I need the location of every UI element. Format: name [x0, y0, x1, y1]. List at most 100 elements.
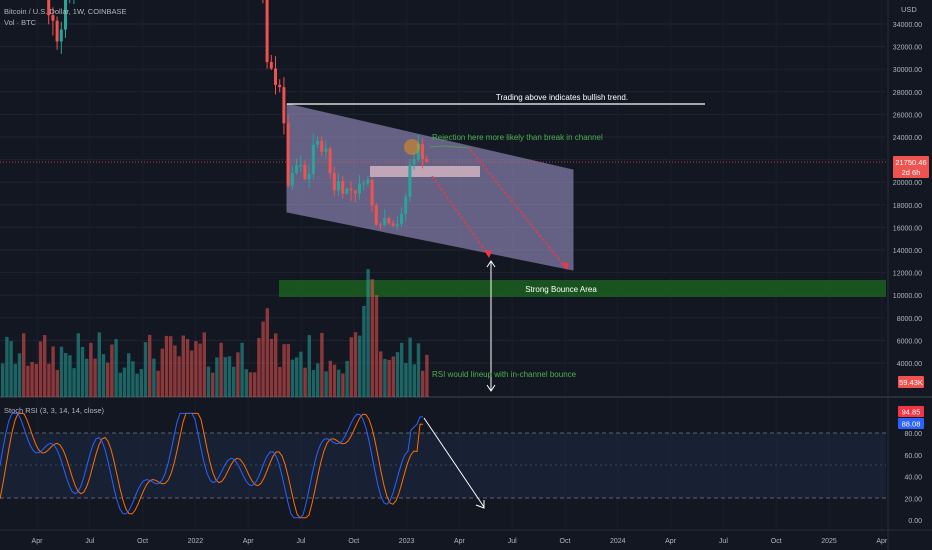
- volume-bar: [38, 341, 43, 397]
- time-tick-label: Oct: [348, 538, 359, 545]
- candle-body: [316, 141, 319, 145]
- price-tick-label: 4000.00: [897, 361, 922, 368]
- volume-bar: [232, 366, 236, 397]
- projection-path: [429, 145, 471, 149]
- candle-body: [295, 165, 298, 173]
- stoch-projection-arrow[interactable]: [423, 417, 485, 508]
- volume-bar: [311, 370, 316, 397]
- volume-bar: [143, 342, 148, 397]
- descending-channel[interactable]: [286, 103, 574, 271]
- candle-body: [328, 148, 332, 174]
- volume-bar: [337, 369, 341, 397]
- volume-bars: [1, 269, 429, 397]
- volume-bar: [97, 332, 101, 397]
- volume-bar: [211, 372, 215, 397]
- volume-bar: [34, 363, 38, 397]
- candle-body: [408, 164, 412, 197]
- bounce-zone[interactable]: [279, 280, 886, 297]
- candle-body: [274, 68, 277, 85]
- time-tick-label: 2024: [610, 538, 626, 545]
- candle-body: [383, 218, 387, 226]
- volume-bar: [173, 345, 177, 397]
- candle-body: [265, 0, 269, 63]
- volume-bar: [202, 332, 206, 397]
- time-tick-label: Oct: [560, 538, 571, 545]
- rejection-label: Rejection here more likely than break in…: [432, 133, 603, 142]
- volume-bar: [353, 332, 358, 397]
- resistance-box[interactable]: [370, 166, 480, 177]
- volume-bar: [127, 353, 131, 397]
- bullish-line-label: Trading above indicates bullish trend.: [496, 93, 628, 102]
- volume-bar: [303, 367, 307, 397]
- projection-arrow-1[interactable]: [431, 175, 490, 257]
- time-tick-label: Jul: [85, 538, 94, 545]
- last-price-value: 21750.46: [895, 158, 926, 167]
- volume-bar: [118, 372, 122, 397]
- volume-bar: [1, 363, 5, 397]
- stoch-d-badge: [898, 418, 924, 429]
- time-tick-label: 2025: [821, 538, 837, 545]
- volume-bar: [164, 335, 169, 397]
- volume-bar: [43, 335, 47, 397]
- candle-body: [282, 87, 286, 124]
- volume-bar: [185, 339, 190, 397]
- stoch-d-line: [0, 412, 423, 519]
- symbol-title[interactable]: Bitcoin / U.S. Dollar, 1W, COINBASE: [4, 7, 127, 16]
- volume-bar: [68, 355, 72, 397]
- bounce-zone-label: Strong Bounce Area: [525, 285, 597, 294]
- stoch-k-line: [0, 412, 423, 519]
- stoch-projection-arrowhead: [475, 500, 485, 509]
- volume-bar: [206, 366, 211, 397]
- price-tick-label: 20000.00: [893, 180, 922, 187]
- volume-legend[interactable]: Vol · BTC: [4, 18, 37, 27]
- time-tick-label: Jul: [297, 538, 306, 545]
- volume-bar: [227, 356, 232, 397]
- volume-bar: [295, 357, 299, 397]
- volume-bar: [215, 357, 219, 397]
- volume-bar: [332, 364, 337, 397]
- price-tick-label: 30000.00: [893, 67, 922, 74]
- stoch-d-value: 88.08: [902, 420, 921, 429]
- rejection-marker[interactable]: [404, 139, 420, 155]
- oscillator-title[interactable]: Stoch RSI (3, 3, 14, 14, close): [4, 406, 105, 415]
- volume-bar: [421, 370, 425, 397]
- time-tick-label: 2022: [188, 538, 204, 545]
- time-tick-label: Apr: [665, 538, 677, 545]
- price-tick-label: 6000.00: [897, 338, 922, 345]
- candle-body: [370, 179, 374, 206]
- projection-arrow-2[interactable]: [469, 148, 567, 269]
- volume-bar: [257, 337, 261, 397]
- time-axis[interactable]: Apr Jul Oct 2022 Apr Jul Oct 2023 Apr Jul Oct 2024 A…: [32, 538, 888, 545]
- price-tick-label: 16000.00: [893, 225, 922, 232]
- candle-body: [416, 144, 420, 160]
- candle-body: [51, 15, 55, 21]
- time-tick-label: Oct: [137, 538, 148, 545]
- countdown-value: 2d 6h: [902, 168, 921, 177]
- volume-bar: [404, 362, 408, 397]
- projection-arrowhead-1: [484, 250, 492, 258]
- volume-bar: [278, 366, 282, 397]
- candle-body: [299, 164, 303, 166]
- volume-bar: [177, 356, 181, 397]
- volume-bar: [362, 305, 366, 397]
- stoch-band: [0, 433, 886, 498]
- volume-bar: [190, 350, 194, 397]
- price-tick-label: 10000.00: [893, 293, 922, 300]
- price-tick-label: 14000.00: [893, 248, 922, 255]
- candle-body: [366, 179, 370, 184]
- oscillator-axis[interactable]: 80.00 60.00 40.00 20.00 0.00: [904, 431, 922, 525]
- price-tick-label: 28000.00: [893, 90, 922, 97]
- time-tick-label: Jul: [719, 538, 728, 545]
- volume-bar: [366, 269, 370, 397]
- volume-bar: [236, 352, 240, 397]
- volume-bar: [106, 362, 110, 397]
- price-tick-label: 26000.00: [893, 112, 922, 119]
- volume-bar: [55, 369, 59, 397]
- volume-bar: [425, 354, 429, 397]
- candle-body: [425, 158, 429, 163]
- volume-bar: [223, 357, 227, 397]
- volume-bar: [274, 333, 278, 397]
- price-axis[interactable]: 34000.00 32000.00 30000.00 28000.00 26000.00…: [893, 22, 922, 368]
- volume-bar: [391, 356, 395, 397]
